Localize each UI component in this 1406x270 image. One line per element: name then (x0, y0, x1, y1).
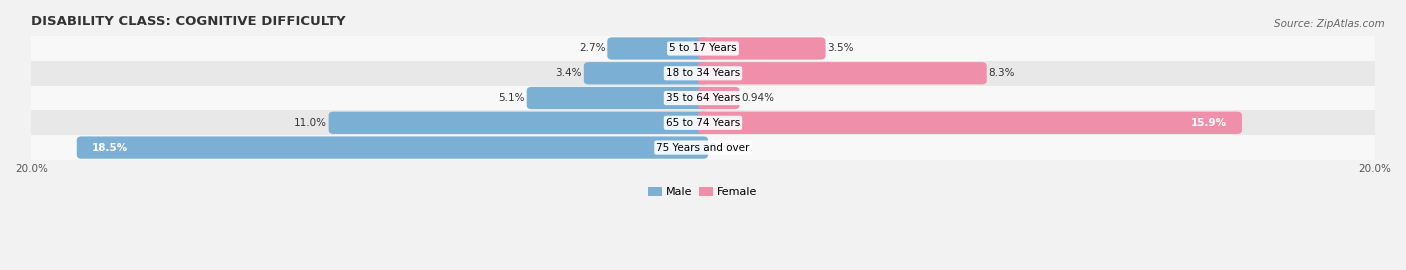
Text: 2.7%: 2.7% (579, 43, 606, 53)
Text: 5.1%: 5.1% (499, 93, 524, 103)
Text: 0.0%: 0.0% (710, 143, 735, 153)
FancyBboxPatch shape (329, 112, 709, 134)
FancyBboxPatch shape (583, 62, 709, 85)
FancyBboxPatch shape (697, 87, 740, 109)
Text: 65 to 74 Years: 65 to 74 Years (666, 118, 740, 128)
FancyBboxPatch shape (77, 136, 709, 159)
Legend: Male, Female: Male, Female (644, 182, 762, 201)
FancyBboxPatch shape (527, 87, 709, 109)
Bar (31, 135, 1375, 160)
Text: 0.94%: 0.94% (741, 93, 775, 103)
FancyBboxPatch shape (697, 112, 1241, 134)
FancyBboxPatch shape (697, 62, 987, 85)
Text: 3.4%: 3.4% (555, 68, 582, 78)
Text: 18.5%: 18.5% (91, 143, 128, 153)
Bar (31, 36, 1375, 61)
FancyBboxPatch shape (697, 37, 825, 60)
Text: DISABILITY CLASS: COGNITIVE DIFFICULTY: DISABILITY CLASS: COGNITIVE DIFFICULTY (31, 15, 346, 28)
Text: 15.9%: 15.9% (1191, 118, 1227, 128)
Text: 18 to 34 Years: 18 to 34 Years (666, 68, 740, 78)
Text: 5 to 17 Years: 5 to 17 Years (669, 43, 737, 53)
Text: 8.3%: 8.3% (988, 68, 1015, 78)
Bar (31, 110, 1375, 135)
Text: 35 to 64 Years: 35 to 64 Years (666, 93, 740, 103)
Bar (31, 86, 1375, 110)
Text: 75 Years and over: 75 Years and over (657, 143, 749, 153)
Bar (31, 61, 1375, 86)
FancyBboxPatch shape (607, 37, 709, 60)
Text: 3.5%: 3.5% (827, 43, 853, 53)
Text: 11.0%: 11.0% (294, 118, 328, 128)
Text: Source: ZipAtlas.com: Source: ZipAtlas.com (1274, 19, 1385, 29)
